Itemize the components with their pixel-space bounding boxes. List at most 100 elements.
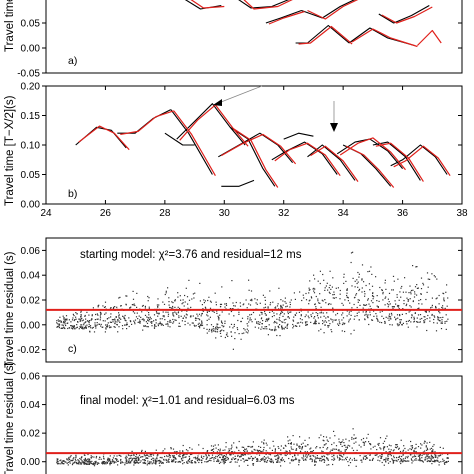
panel-c-residual-point [304, 321, 307, 323]
panel-d-residual-point [187, 462, 189, 464]
panel-c-residual-point [388, 313, 391, 315]
panel-d-residual-point [252, 464, 254, 466]
panel-c-residual-point [147, 295, 149, 298]
panel-c-residual-point [338, 319, 340, 321]
panel-b-series-observed-line [271, 141, 338, 175]
panel-d-residual-point [442, 460, 444, 462]
panel-d-residual-point [158, 462, 160, 464]
panel-c-residual-point [423, 321, 425, 323]
panel-d-residual-point [398, 448, 400, 450]
panel-d-residual-point [238, 449, 240, 452]
panel-c-residual-point [133, 303, 135, 305]
panel-c-residual-point [296, 325, 298, 327]
panel-d-residual-point [199, 459, 201, 461]
panel-c-residual-point [116, 324, 118, 326]
panel-d-residual-point [345, 438, 347, 440]
panel-c-residual-point [174, 299, 176, 301]
panel-d-residual-point [413, 455, 416, 457]
panel-d-residual-point [172, 455, 174, 457]
panel-c-residual-point [322, 300, 324, 302]
panel-d-residual-point [363, 441, 365, 443]
panel-c-residual-point [259, 321, 261, 323]
panel-c-ytick-label: -0.02 [17, 345, 40, 356]
panel-c-residual-point [153, 327, 156, 329]
panel-c-residual-point [59, 320, 61, 322]
panel-d-residual-point [310, 447, 312, 449]
panel-d-residual-point [385, 459, 387, 461]
panel-c-residual-point [216, 323, 218, 325]
panel-c-residual-point [210, 324, 213, 326]
panel-c-residual-point [247, 318, 249, 320]
panel-d-residual-point [219, 454, 221, 456]
panel-d-residual-point [312, 454, 314, 457]
panel-c-residual-point [283, 319, 285, 321]
panel-d-residual-point [339, 454, 341, 457]
panel-c-residual-point [242, 304, 244, 306]
panel-c-residual-point [343, 273, 345, 275]
panel-d-residual-point [77, 460, 79, 462]
panel-c-residual-point [264, 328, 266, 330]
panel-d-residual-point [160, 462, 163, 464]
panel-c-residual-point [364, 314, 366, 316]
panel-d-residual-point [284, 454, 286, 456]
panel-d-residual-point [268, 453, 270, 455]
panel-a-series-observed-line [238, 0, 290, 9]
panel-c-residual-point [442, 305, 444, 307]
panel-d-residual-point [355, 437, 357, 439]
panel-c-residual-point [312, 288, 314, 290]
panel-c-residual-point [424, 310, 426, 312]
panel-c-residual-point [404, 277, 406, 279]
panel-d-residual-point [234, 461, 236, 463]
panel-c-residual-point [179, 295, 181, 297]
panel-d-residual-point [75, 462, 77, 464]
panel-c-residual-point [201, 324, 204, 326]
panel-c-residual-point [234, 305, 236, 307]
panel-c-residual-point [287, 312, 289, 315]
panel-d-residual-point [111, 459, 114, 461]
panel-c-residual-point [316, 315, 319, 317]
panel-d-residual-point [300, 443, 303, 445]
panel-c-residual-point [389, 324, 391, 326]
panel-c-residual-point [355, 294, 357, 296]
panel-c-residual-point [243, 328, 245, 330]
panel-c-residual-point [419, 314, 422, 316]
panel-d-residual-point [263, 439, 265, 441]
panel-d-residual-point [231, 446, 233, 448]
panel-c-residual-point [407, 326, 409, 328]
panel-c-residual-point [167, 321, 169, 323]
panel-d-residual-point [289, 443, 291, 445]
panel-d-residual-point [212, 445, 215, 447]
panel-d-residual-point [421, 457, 423, 459]
panel-c-residual-point [310, 296, 312, 298]
panel-d-residual-point [424, 450, 426, 452]
panel-d-residual-point [270, 461, 272, 463]
panel-d-residual-point [363, 443, 365, 445]
panel-d-residual-point [107, 457, 109, 459]
panel-d-residual-point [125, 455, 127, 457]
panel-c-residual-point [118, 314, 120, 316]
panel-c-residual-point [329, 292, 331, 294]
panel-c-residual-point [143, 319, 145, 321]
panel-d-residual-point [93, 456, 95, 458]
panel-c-residual-point [320, 328, 322, 330]
panel-d-residual-point [85, 462, 87, 464]
panel-c-residual-point [214, 292, 216, 294]
panel-d-residual-point [215, 457, 217, 459]
panel-c-residual-point [56, 325, 59, 328]
panel-d-residual-point [126, 456, 128, 458]
panel-d-residual-point [217, 459, 219, 461]
panel-c-residual-point [80, 314, 82, 316]
panel-c-residual-point [61, 327, 63, 329]
panel-c-residual-point [201, 312, 203, 315]
panel-c-residual-point [149, 316, 151, 318]
panel-c-residual-point [231, 335, 233, 337]
panel-c-residual-point [264, 311, 266, 313]
panel-c-residual-point [282, 304, 284, 306]
panel-d-residual-point [173, 455, 175, 457]
panel-d-residual-point [256, 458, 259, 460]
panel-d-residual-point [269, 454, 272, 456]
panel-c-residual-point [190, 315, 192, 317]
panel-c-residual-point [303, 297, 305, 299]
panel-c-residual-point [274, 326, 276, 328]
